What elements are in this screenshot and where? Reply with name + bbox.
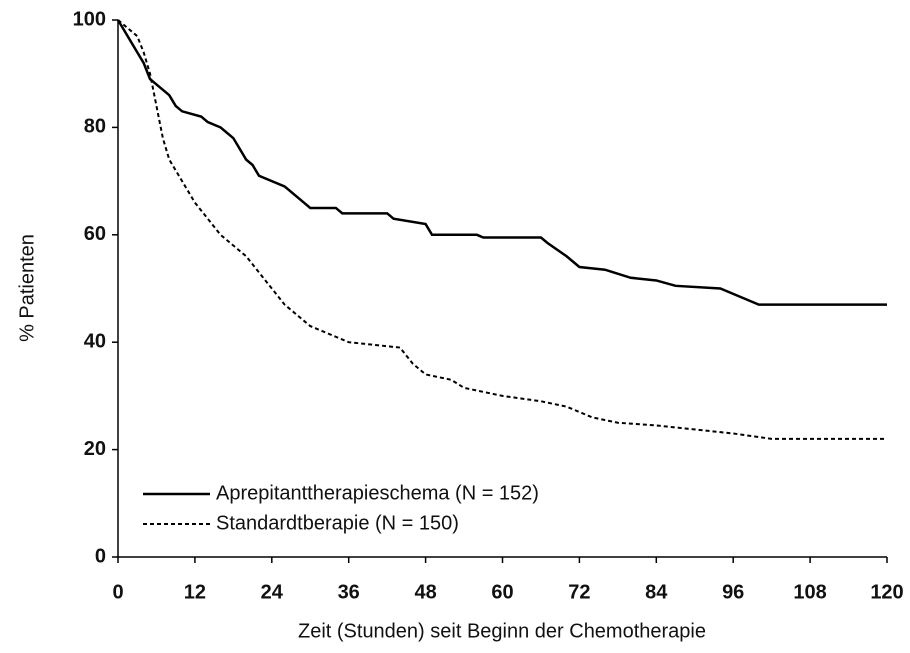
x-tick-label: 36 (338, 581, 360, 603)
x-tick-label: 24 (261, 581, 284, 603)
series-line (117, 19, 887, 440)
series-line (116, 19, 887, 306)
y-tick-label: 0 (95, 545, 106, 567)
y-tick-label: 100 (73, 8, 106, 30)
legend-label: Aprepitanttherapieschema (N = 152) (216, 482, 539, 504)
y-tick-label: 60 (84, 223, 106, 245)
y-axis-label: % Patienten (16, 234, 38, 342)
x-tick-label: 72 (568, 581, 590, 603)
legend-label: Standardtberapie (N = 150) (216, 512, 459, 534)
x-tick-label: 120 (870, 581, 903, 603)
x-tick-label: 84 (645, 581, 668, 603)
x-axis-label: Zeit (Stunden) seit Beginn der Chemother… (298, 620, 706, 642)
y-tick-label: 80 (84, 116, 106, 138)
x-tick-label: 96 (722, 581, 744, 603)
x-tick-label: 48 (414, 581, 436, 603)
y-tick-label: 20 (84, 438, 106, 460)
x-tick-label: 108 (793, 581, 826, 603)
x-tick-label: 0 (112, 581, 123, 603)
x-tick-label: 60 (491, 581, 513, 603)
x-tick-label: 12 (184, 581, 206, 603)
y-tick-label: 40 (84, 330, 106, 352)
